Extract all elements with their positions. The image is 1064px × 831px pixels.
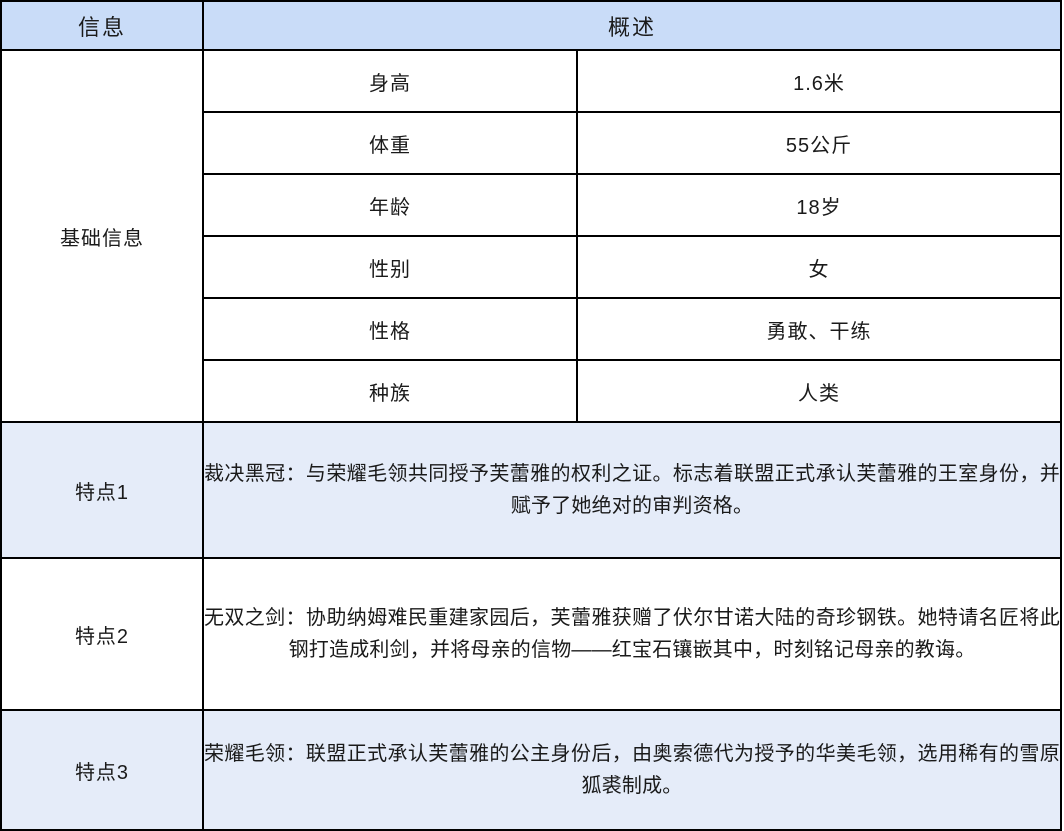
feature-description: 无双之剑：协助纳姆难民重建家园后，芙蕾雅获赠了伏尔甘诺大陆的奇珍钢铁。她特请名匠… [201,557,1063,711]
feature-description: 荣耀毛领：联盟正式承认芙蕾雅的公主身份后，由奥索德代为授予的华美毛领，选用稀有的… [201,709,1063,831]
table-row: 体重 55公斤 [1,111,1063,175]
basic-key-cell: 身高 [202,49,578,113]
feature-description-text: 荣耀毛领：联盟正式承认芙蕾雅的公主身份后，由奥索德代为授予的华美毛领，选用稀有的… [204,742,1061,797]
table-row: 种族 人类 [1,359,1063,423]
table-row: 特点1 裁决黑冠：与荣耀毛领共同授予芙蕾雅的权利之证。标志着联盟正式承认芙蕾雅的… [0,421,1063,559]
basic-value-cell: 勇敢、干练 [575,297,1063,361]
header-cell-info: 信息 [0,0,204,51]
basic-key-cell: 性格 [202,297,578,361]
header-cell-overview: 概述 [201,0,1063,51]
basic-key-cell: 种族 [202,359,578,423]
basic-info-group-label: 基础信息 [0,49,204,423]
basic-key-cell: 性别 [202,235,578,299]
table-header-row: 信息 概述 [0,0,1063,51]
feature-description-text: 无双之剑：协助纳姆难民重建家园后，芙蕾雅获赠了伏尔甘诺大陆的奇珍钢铁。她特请名匠… [204,606,1061,661]
table-row: 年龄 18岁 [1,173,1063,237]
basic-key-cell: 体重 [202,111,578,175]
basic-value-cell: 18岁 [575,173,1063,237]
table-row: 基础信息 身高 1.6米 [0,49,1063,423]
table-row: 性别 女 [1,235,1063,299]
basic-key-cell: 年龄 [202,173,578,237]
table-row: 特点3 荣耀毛领：联盟正式承认芙蕾雅的公主身份后，由奥索德代为授予的华美毛领，选… [0,709,1063,831]
feature-description: 裁决黑冠：与荣耀毛领共同授予芙蕾雅的权利之证。标志着联盟正式承认芙蕾雅的王室身份… [201,421,1063,559]
basic-value-cell: 女 [575,235,1063,299]
basic-value-cell: 55公斤 [575,111,1063,175]
table-row: 性格 勇敢、干练 [1,297,1063,361]
basic-value-cell: 1.6米 [575,49,1063,113]
table-row: 特点2 无双之剑：协助纳姆难民重建家园后，芙蕾雅获赠了伏尔甘诺大陆的奇珍钢铁。她… [0,557,1063,711]
basic-value-cell: 人类 [575,359,1063,423]
feature-label: 特点3 [0,709,204,831]
feature-label: 特点2 [0,557,204,711]
feature-description-text: 裁决黑冠：与荣耀毛领共同授予芙蕾雅的权利之证。标志着联盟正式承认芙蕾雅的王室身份… [204,462,1061,517]
feature-label: 特点1 [0,421,204,559]
